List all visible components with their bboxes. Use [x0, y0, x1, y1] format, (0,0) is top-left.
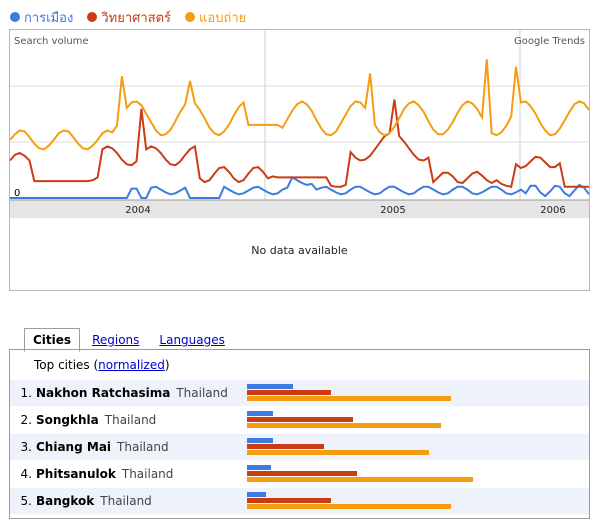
google-trends-label: Google Trends	[514, 36, 585, 47]
city-rank: 4.	[20, 467, 32, 481]
city-bar	[247, 477, 473, 482]
legend-dot-orange-icon	[185, 12, 196, 22]
city-country: Thailand	[176, 386, 228, 400]
city-country: Thailand	[104, 413, 157, 427]
search-volume-label: Search volume	[14, 36, 89, 47]
city-country: Thailand	[100, 494, 152, 508]
chart-legend: การเมือง วิทยาศาสตร์ แอบถ่าย	[10, 8, 260, 26]
city-row[interactable]: 1. Nakhon Ratchasima Thailand	[10, 380, 589, 406]
series-line-2	[10, 59, 589, 151]
city-bar	[247, 384, 293, 389]
trend-chart-svg: Search volume Google Trends 0 2004 2005 20…	[10, 30, 589, 218]
city-row[interactable]: 5. Bangkok Thailand	[10, 488, 589, 514]
city-bar	[247, 444, 324, 449]
city-rank: 5.	[20, 494, 32, 508]
city-bar	[247, 396, 451, 401]
city-bars	[247, 384, 487, 404]
city-bar	[247, 417, 353, 422]
cities-panel: Top cities (normalized) 1. Nakhon Ratchas…	[9, 349, 590, 519]
legend-dot-blue-icon	[10, 12, 20, 22]
city-name[interactable]: Phitsanulok	[36, 467, 116, 481]
no-data-message: No data available	[251, 244, 348, 257]
city-bar	[247, 423, 442, 428]
top-cities-suffix: )	[164, 358, 170, 372]
city-bars	[247, 411, 487, 431]
city-bar	[247, 492, 267, 497]
city-rank: 3.	[20, 440, 32, 454]
x-tick-label: 2005	[380, 205, 405, 216]
city-bar	[247, 390, 331, 395]
city-rank: 1.	[20, 386, 32, 400]
top-cities-prefix: Top cities (	[34, 358, 99, 372]
city-bar	[247, 498, 331, 503]
trend-chart: Search volume Google Trends 0 2004 2005 20…	[9, 29, 590, 291]
tab-cities[interactable]: Cities	[24, 328, 81, 352]
city-name[interactable]: Nakhon Ratchasima	[36, 386, 171, 400]
legend-label: วิทยาศาสตร์	[101, 10, 172, 26]
city-bar	[247, 411, 274, 416]
city-bar	[247, 450, 430, 455]
city-bar	[247, 471, 358, 476]
tab-bar: Cities Regions Languages	[24, 327, 237, 352]
series-line-1	[10, 99, 589, 188]
legend-label: แอบถ่าย	[199, 10, 247, 26]
city-name[interactable]: Chiang Mai	[36, 440, 112, 454]
legend-item-science[interactable]: วิทยาศาสตร์	[87, 7, 171, 28]
legend-dot-red-icon	[87, 12, 98, 22]
x-tick-label: 2006	[540, 205, 565, 216]
legend-item-hidden-camera[interactable]: แอบถ่าย	[185, 7, 246, 28]
legend-label: การเมือง	[24, 10, 74, 26]
city-name[interactable]: Bangkok	[36, 494, 95, 508]
city-bar	[247, 504, 451, 509]
top-cities-heading: Top cities (normalized)	[34, 358, 170, 372]
city-bar	[247, 438, 274, 443]
city-bars	[247, 465, 487, 485]
y-zero-label: 0	[14, 188, 20, 199]
tab-regions[interactable]: Regions	[92, 333, 140, 347]
city-row[interactable]: 4. Phitsanulok Thailand	[10, 461, 589, 487]
city-row[interactable]: 2. Songkhla Thailand	[10, 407, 589, 433]
legend-item-politics[interactable]: การเมือง	[10, 7, 73, 28]
city-name[interactable]: Songkhla	[36, 413, 99, 427]
x-axis-band	[10, 200, 589, 218]
tab-languages[interactable]: Languages	[159, 333, 225, 347]
city-country: Thailand	[121, 467, 174, 481]
city-bars	[247, 492, 487, 512]
city-row[interactable]: 3. Chiang Mai Thailand	[10, 434, 589, 460]
city-bars	[247, 438, 487, 458]
city-country: Thailand	[117, 440, 169, 454]
normalized-link[interactable]: normalized	[98, 358, 165, 372]
x-tick-label: 2004	[125, 205, 150, 216]
city-rank: 2.	[20, 413, 32, 427]
series-line-0	[10, 175, 589, 199]
city-bar	[247, 465, 271, 470]
